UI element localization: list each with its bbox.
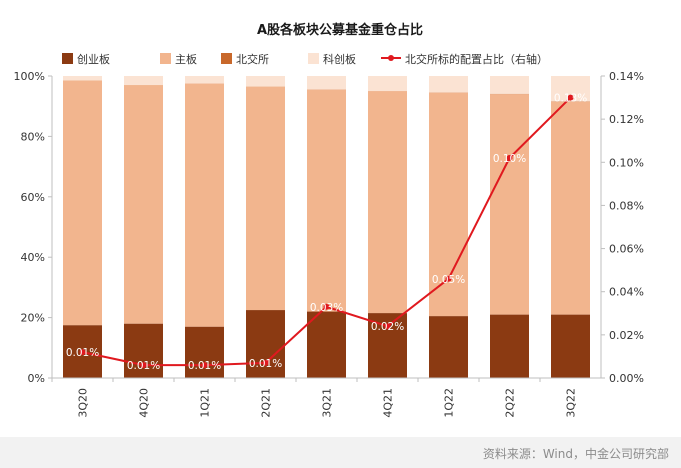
- line-point-3Q20: [79, 349, 86, 356]
- bar-3Q21-series-3: [307, 76, 346, 90]
- source-note: 资料来源：Wind，中金公司研究部: [482, 447, 669, 461]
- legend-item-2: 北交所: [221, 52, 269, 66]
- line-point-4Q20: [140, 362, 147, 369]
- data-label-1Q22: 0.05%: [432, 274, 465, 286]
- line-point-3Q21: [323, 303, 330, 310]
- legend-label: 创业板: [77, 52, 110, 66]
- x-tick-label: 4Q20: [138, 388, 151, 418]
- legend-item-4: 北交所标的配置占比（右轴）: [381, 52, 548, 66]
- bar-4Q21-series-3: [368, 76, 407, 92]
- data-label-3Q21: 0.03%: [310, 302, 343, 314]
- plot-area: 0% 20% 40% 60% 80% 100% 0.00% 0.02% 0.04% 0.06% 0.…: [14, 70, 644, 418]
- bar-3Q21-series-0: [307, 311, 346, 378]
- bar-3Q22-series-1: [551, 101, 590, 315]
- bar-2Q22-series-1: [490, 94, 529, 315]
- x-tick-label: 3Q22: [565, 388, 578, 418]
- bar-1Q21-series-3: [185, 76, 224, 84]
- legend-item-3: 科创板: [308, 52, 356, 66]
- data-label-4Q20: 0.01%: [127, 360, 160, 372]
- legend: 创业板 主板 北交所 科创板 北交所标的配置占比（右轴）: [62, 52, 548, 66]
- bar-3Q22-series-0: [551, 314, 590, 378]
- bar-1Q21-series-0: [185, 326, 224, 378]
- legend-item-1: 主板: [160, 52, 197, 66]
- line-point-2Q22: [506, 155, 513, 161]
- legend-swatch: [62, 53, 73, 64]
- right-tick-label: 0.04%: [609, 286, 644, 299]
- legend-swatch: [160, 53, 171, 64]
- x-tick-label: 4Q21: [382, 388, 395, 418]
- bar-4Q20-series-0: [124, 323, 163, 378]
- right-tick-label: 0.00%: [609, 372, 644, 385]
- bar-3Q20-series-1: [63, 80, 102, 326]
- left-tick-label: 80%: [21, 130, 45, 143]
- x-tick-label: 3Q21: [321, 388, 334, 418]
- x-tick-label: 1Q22: [443, 388, 456, 418]
- line-point-3Q22: [567, 94, 574, 101]
- x-tick-label: 1Q21: [199, 388, 212, 418]
- legend-label: 主板: [175, 52, 197, 66]
- left-tick-label: 20%: [21, 312, 45, 325]
- bar-3Q20-series-3: [63, 76, 102, 81]
- legend-swatch: [221, 53, 232, 64]
- line-point-2Q21: [262, 359, 269, 366]
- bar-3Q21-series-1: [307, 89, 346, 312]
- legend-label: 科创板: [323, 52, 356, 66]
- data-label-3Q22: 0.13%: [554, 93, 587, 105]
- bar-4Q21-series-1: [368, 91, 407, 314]
- x-tick-label: 3Q20: [77, 388, 90, 418]
- x-tick-label: 2Q21: [260, 388, 273, 418]
- bar-2Q21-series-1: [246, 86, 285, 311]
- line-point-4Q21: [384, 323, 391, 330]
- right-tick-label: 0.12%: [609, 113, 644, 126]
- bar-2Q21-series-0: [246, 310, 285, 378]
- right-tick-label: 0.14%: [609, 70, 644, 83]
- legend-label: 北交所: [236, 52, 269, 66]
- legend-marker: [388, 55, 394, 61]
- left-tick-label: 100%: [14, 70, 45, 83]
- right-tick-label: 0.02%: [609, 329, 644, 342]
- left-tick-label: 60%: [21, 191, 45, 204]
- left-tick-label: 40%: [21, 251, 45, 264]
- bar-1Q22-series-3: [429, 76, 468, 93]
- bar-2Q21-series-3: [246, 76, 285, 87]
- chart-title: A股各板块公募基金重仓占比: [257, 22, 423, 38]
- legend-item-0: 创业板: [62, 52, 110, 66]
- bar-2Q22-series-3: [490, 76, 529, 94]
- data-label-3Q20: 0.01%: [66, 347, 99, 359]
- footer-band: [0, 437, 681, 468]
- chart: A股各板块公募基金重仓占比 创业板 主板 北交所 科创板 北交所标的配置占比（右轴） 0…: [14, 22, 644, 418]
- left-tick-label: 0%: [28, 372, 45, 385]
- bar-2Q22-series-0: [490, 314, 529, 378]
- x-tick-label: 2Q22: [504, 388, 517, 418]
- bar-4Q20-series-1: [124, 85, 163, 324]
- bar-1Q22-series-0: [429, 316, 468, 378]
- line-point-1Q22: [445, 275, 452, 282]
- right-tick-label: 0.08%: [609, 199, 644, 212]
- line-point-1Q21: [201, 362, 208, 369]
- data-label-4Q21: 0.02%: [371, 321, 404, 333]
- bar-4Q20-series-3: [124, 76, 163, 86]
- data-label-2Q21: 0.01%: [249, 358, 282, 370]
- right-tick-label: 0.06%: [609, 243, 644, 256]
- legend-swatch: [308, 53, 319, 64]
- data-label-1Q21: 0.01%: [188, 360, 221, 372]
- data-label-2Q22: 0.10%: [493, 153, 526, 165]
- right-tick-label: 0.10%: [609, 156, 644, 169]
- legend-label: 北交所标的配置占比（右轴）: [405, 52, 548, 66]
- bar-1Q21-series-1: [185, 83, 224, 327]
